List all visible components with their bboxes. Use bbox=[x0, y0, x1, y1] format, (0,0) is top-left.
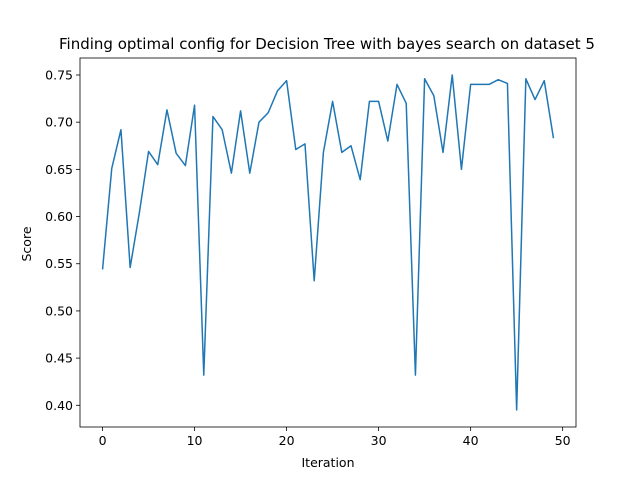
y-axis-label: Score bbox=[19, 226, 34, 261]
y-tick-label: 0.65 bbox=[45, 162, 73, 177]
y-tick-label: 0.70 bbox=[45, 115, 73, 130]
y-tick-label: 0.45 bbox=[45, 351, 73, 366]
series-line-0 bbox=[101, 74, 555, 411]
plot-frame bbox=[79, 57, 577, 428]
x-tick-label: 30 bbox=[371, 433, 387, 448]
x-tick-label: 0 bbox=[99, 433, 107, 448]
chart-title: Finding optimal config for Decision Tree… bbox=[59, 35, 595, 53]
x-tick-label: 10 bbox=[187, 433, 203, 448]
x-tick-label: 20 bbox=[279, 433, 295, 448]
x-tick-label: 40 bbox=[463, 433, 479, 448]
x-axis-label: Iteration bbox=[301, 455, 354, 470]
y-tick-label: 0.55 bbox=[45, 256, 73, 271]
y-tick-label: 0.60 bbox=[45, 209, 73, 224]
y-tick-label: 0.40 bbox=[45, 398, 73, 413]
y-tick-label: 0.75 bbox=[45, 67, 73, 82]
x-axis: 0 10 20 30 40 50 bbox=[99, 427, 571, 448]
plot-series bbox=[101, 74, 555, 411]
y-tick-label: 0.50 bbox=[45, 303, 73, 318]
x-tick-label: 50 bbox=[555, 433, 571, 448]
y-axis: 0.40 0.45 0.50 0.55 0.60 0.65 0.70 0.75 bbox=[45, 67, 80, 413]
